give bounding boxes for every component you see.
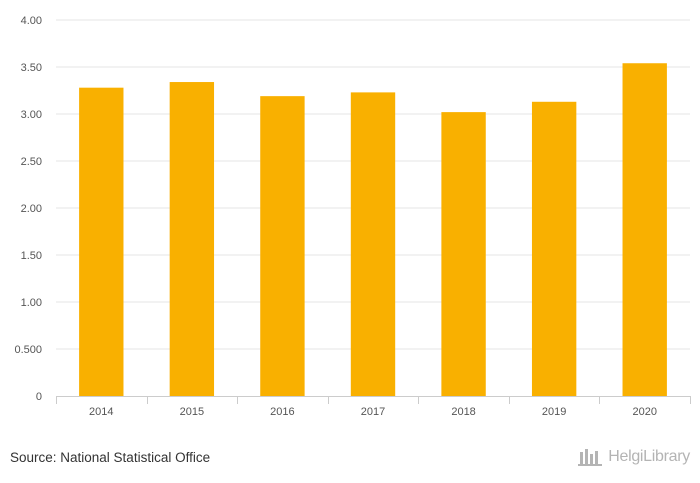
x-tick-label: 2015 [180, 406, 204, 418]
x-tick-label: 2016 [270, 406, 294, 418]
bar [79, 87, 124, 397]
x-tick-label: 2019 [542, 406, 566, 418]
bar [531, 101, 577, 396]
bar [441, 112, 486, 397]
x-tick-label: 2017 [361, 406, 385, 418]
bar [622, 63, 667, 397]
y-tick-label: 4.00 [21, 15, 42, 27]
y-tick-label: 2.00 [21, 203, 42, 215]
y-tick-label: 3.50 [21, 62, 42, 74]
y-tick-label: 0.500 [14, 344, 42, 356]
bar [350, 92, 396, 396]
bar-chart: 0 0.500 1.00 1.50 2.00 2.50 3.00 3.50 4.00 2014 20… [14, 15, 691, 418]
bar [260, 96, 305, 396]
y-tick-label: 1.50 [21, 250, 42, 262]
chart-footer: Source: National Statistical Office Helg… [0, 440, 700, 483]
brand-name: HelgiLibrary [608, 448, 690, 465]
source-note: Source: National Statistical Office [10, 450, 211, 465]
x-tick-label: 2014 [89, 406, 113, 418]
brand-logo[interactable]: HelgiLibrary [578, 446, 690, 468]
x-tick-label: 2020 [632, 406, 656, 418]
y-tick-label: 2.50 [21, 156, 42, 168]
helgi-library-logo-icon [578, 449, 603, 466]
x-tick-label: 2018 [451, 406, 475, 418]
y-tick-label: 0 [36, 391, 42, 403]
y-tick-label: 3.00 [21, 109, 42, 121]
y-tick-label: 1.00 [21, 297, 42, 309]
bar [169, 82, 215, 396]
